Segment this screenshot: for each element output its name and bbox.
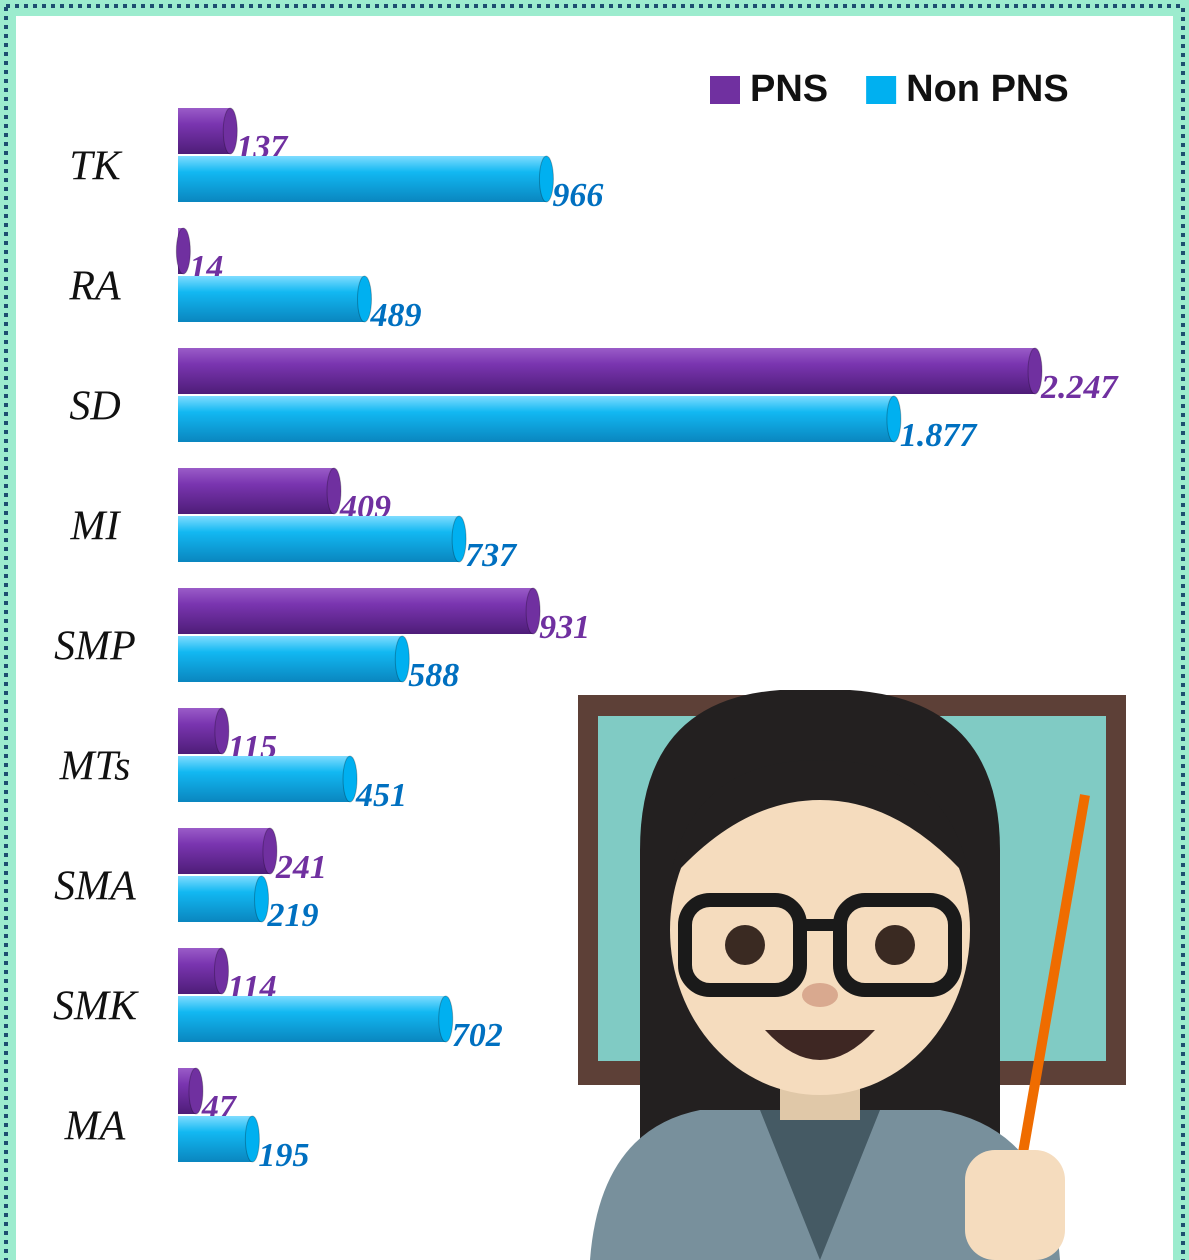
value-label: 489 — [370, 297, 422, 334]
bar — [178, 108, 230, 154]
bar-cap — [452, 516, 466, 562]
category-label: MTs — [59, 744, 131, 790]
bar — [178, 876, 262, 922]
bar-cap — [189, 1068, 203, 1114]
bar — [178, 756, 350, 802]
bar-cap — [395, 636, 409, 682]
bar-cap — [214, 948, 228, 994]
value-label: 1.877 — [900, 417, 979, 454]
bar — [178, 828, 270, 874]
chart: TK137966RA14489SD2.2471.877MI409737SMP93… — [0, 0, 1189, 1260]
category-label: MA — [64, 1104, 126, 1150]
category-label: RA — [68, 264, 121, 310]
legend-swatch — [866, 76, 896, 104]
value-label: 588 — [408, 657, 459, 694]
value-label: 737 — [465, 537, 518, 574]
value-label: 966 — [552, 177, 603, 214]
value-label: 241 — [275, 849, 327, 886]
legend-label: PNS — [750, 68, 828, 110]
bar-cap — [215, 708, 229, 754]
category-label: SMA — [54, 864, 136, 910]
category-label: SMP — [54, 624, 136, 670]
teacher-illustration — [578, 690, 1126, 1260]
category-label: TK — [69, 144, 122, 190]
value-label: 702 — [452, 1017, 503, 1054]
bar — [178, 588, 533, 634]
eye — [725, 925, 765, 965]
eye — [875, 925, 915, 965]
nose — [802, 983, 838, 1007]
bar — [178, 636, 402, 682]
bar-cap — [327, 468, 341, 514]
bar — [178, 468, 334, 514]
bar-cap — [255, 876, 269, 922]
category-label: MI — [70, 504, 122, 550]
bar-cap — [263, 828, 277, 874]
value-label: 931 — [539, 609, 590, 646]
bar-cap — [539, 156, 553, 202]
bar-cap — [526, 588, 540, 634]
legend-label: Non PNS — [906, 68, 1069, 110]
bar — [178, 996, 446, 1042]
hand — [965, 1150, 1065, 1260]
bar-cap — [176, 228, 190, 274]
category-label: SD — [69, 384, 120, 430]
category-label: SMK — [53, 984, 139, 1030]
bar-cap — [245, 1116, 259, 1162]
bar-cap — [439, 996, 453, 1042]
bar-cap — [343, 756, 357, 802]
value-label: 219 — [267, 897, 319, 934]
bar-cap — [1028, 348, 1042, 394]
bar-cap — [358, 276, 372, 322]
bar — [178, 156, 546, 202]
value-label: 195 — [258, 1137, 309, 1174]
value-label: 451 — [355, 777, 407, 814]
bar — [178, 348, 1035, 394]
legend-swatch — [710, 76, 740, 104]
bar — [178, 1116, 252, 1162]
bar-cap — [223, 108, 237, 154]
bar — [178, 516, 459, 562]
bar — [178, 276, 365, 322]
value-label: 2.247 — [1040, 369, 1120, 406]
bar-cap — [887, 396, 901, 442]
bar — [178, 396, 894, 442]
